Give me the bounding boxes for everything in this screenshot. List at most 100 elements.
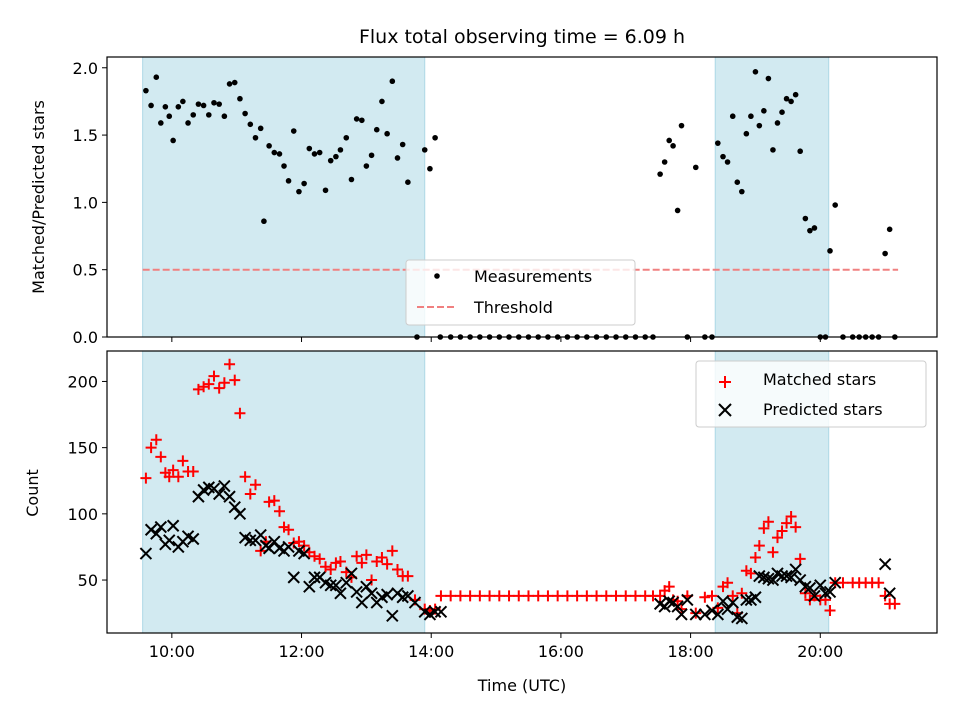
matched-star-point: [325, 563, 337, 575]
y-tick-label: 100: [67, 505, 98, 524]
measurement-point: [807, 227, 813, 234]
measurement-point: [783, 95, 790, 102]
measurement-point: [316, 149, 323, 156]
matched-star-point: [532, 590, 544, 602]
measurement-point: [715, 140, 721, 146]
measurement-point: [242, 110, 248, 117]
measurement-point: [206, 112, 212, 118]
matched-star-point: [873, 577, 885, 589]
matched-star-point: [753, 540, 765, 552]
matched-star-point: [218, 377, 230, 389]
measurement-point: [337, 147, 344, 153]
matched-star-point: [727, 590, 739, 602]
top-panel-frame: [106, 56, 938, 338]
matched-star-point: [177, 455, 189, 467]
matched-star-point: [283, 524, 295, 536]
matched-star-point: [600, 590, 612, 602]
measurement-point: [211, 99, 217, 106]
measurement-point: [792, 91, 799, 98]
measurement-point: [153, 74, 160, 80]
matched-star-point: [749, 552, 761, 564]
matched-star-point: [435, 590, 447, 602]
predicted-star-point: [218, 479, 231, 493]
measurement-point: [266, 143, 272, 149]
measurement-point: [666, 137, 672, 144]
predicted-star-point: [819, 587, 832, 600]
predicted-star-point: [808, 589, 821, 603]
y-tick-label: 50: [78, 571, 98, 590]
matched-star-point: [745, 567, 757, 579]
predicted-star-point: [784, 571, 798, 584]
legend-matched-marker: [719, 376, 731, 388]
measurement-point: [373, 126, 380, 133]
predicted-star-point: [698, 608, 712, 621]
bottom-y-axis-label: Count: [23, 469, 42, 517]
predicted-star-point: [675, 608, 688, 621]
matched-star-point: [879, 590, 891, 602]
predicted-star-point: [233, 507, 247, 521]
matched-star-point: [629, 590, 641, 602]
matched-star-point: [334, 556, 346, 568]
measurement-point: [743, 130, 750, 137]
matched-star-point: [198, 381, 210, 393]
measurement-point: [832, 202, 838, 208]
matched-star-point: [392, 563, 403, 575]
measurement-point: [748, 113, 754, 120]
predicted-star-point: [268, 535, 281, 548]
y-tick-label: 0.5: [73, 261, 98, 280]
measurement-point: [353, 116, 360, 122]
predicted-star-point: [434, 605, 448, 619]
predicted-star-point: [355, 596, 369, 609]
measurement-point: [190, 112, 197, 118]
predicted-star-point: [731, 610, 744, 624]
x-tick-label: 14:00: [408, 642, 454, 661]
x-tick-label: 10:00: [149, 642, 195, 661]
measurement-point: [276, 151, 283, 157]
measurement-point: [729, 113, 736, 120]
x-axis-label: Time (UTC): [477, 676, 566, 695]
measurement-point: [148, 102, 154, 109]
predicted-star-point: [803, 581, 817, 595]
matched-star-point: [785, 510, 797, 522]
measurement-point: [739, 188, 745, 195]
matched-star-point: [484, 590, 496, 602]
measurement-point: [886, 226, 893, 233]
predicted-star-point: [187, 532, 200, 546]
matched-star-point: [366, 574, 378, 586]
matched-star-point: [771, 532, 783, 544]
measurement-point: [311, 151, 318, 157]
predicted-star-point: [345, 567, 358, 580]
matched-star-point: [273, 505, 285, 517]
measurement-point: [348, 176, 355, 183]
predicted-star-point: [789, 563, 802, 576]
measurement-point: [779, 109, 785, 115]
measurement-point: [761, 108, 767, 114]
predicted-star-point: [662, 595, 676, 608]
matched-star-point: [493, 590, 505, 602]
predicted-star-point: [380, 588, 394, 601]
bottom-legend-box: [695, 360, 927, 428]
predicted-star-point: [716, 595, 730, 608]
measurement-point: [143, 87, 149, 94]
measurement-point: [670, 143, 676, 149]
predicted-star-point: [386, 609, 399, 622]
measurement-point: [720, 153, 726, 160]
top-panel: 0.00.51.01.52.0 Matched/Predicted stars …: [29, 56, 938, 347]
matched-star-point: [581, 590, 593, 602]
matched-star-point: [402, 570, 414, 582]
predicted-star-point: [753, 569, 766, 583]
predicted-star-point: [823, 585, 837, 599]
measurement-point: [384, 130, 390, 137]
chart-title: Flux total observing time = 6.09 h: [359, 26, 685, 48]
measurement-point: [252, 134, 259, 141]
predicted-star-point: [329, 579, 343, 592]
matched-star-point: [203, 378, 215, 390]
matched-star-point: [762, 516, 774, 528]
matched-star-point: [736, 587, 748, 599]
measurement-point: [158, 120, 164, 126]
measurement-point: [724, 159, 731, 165]
measurement-point: [180, 98, 186, 105]
matched-star-point: [889, 598, 901, 610]
matched-star-point: [503, 590, 515, 602]
